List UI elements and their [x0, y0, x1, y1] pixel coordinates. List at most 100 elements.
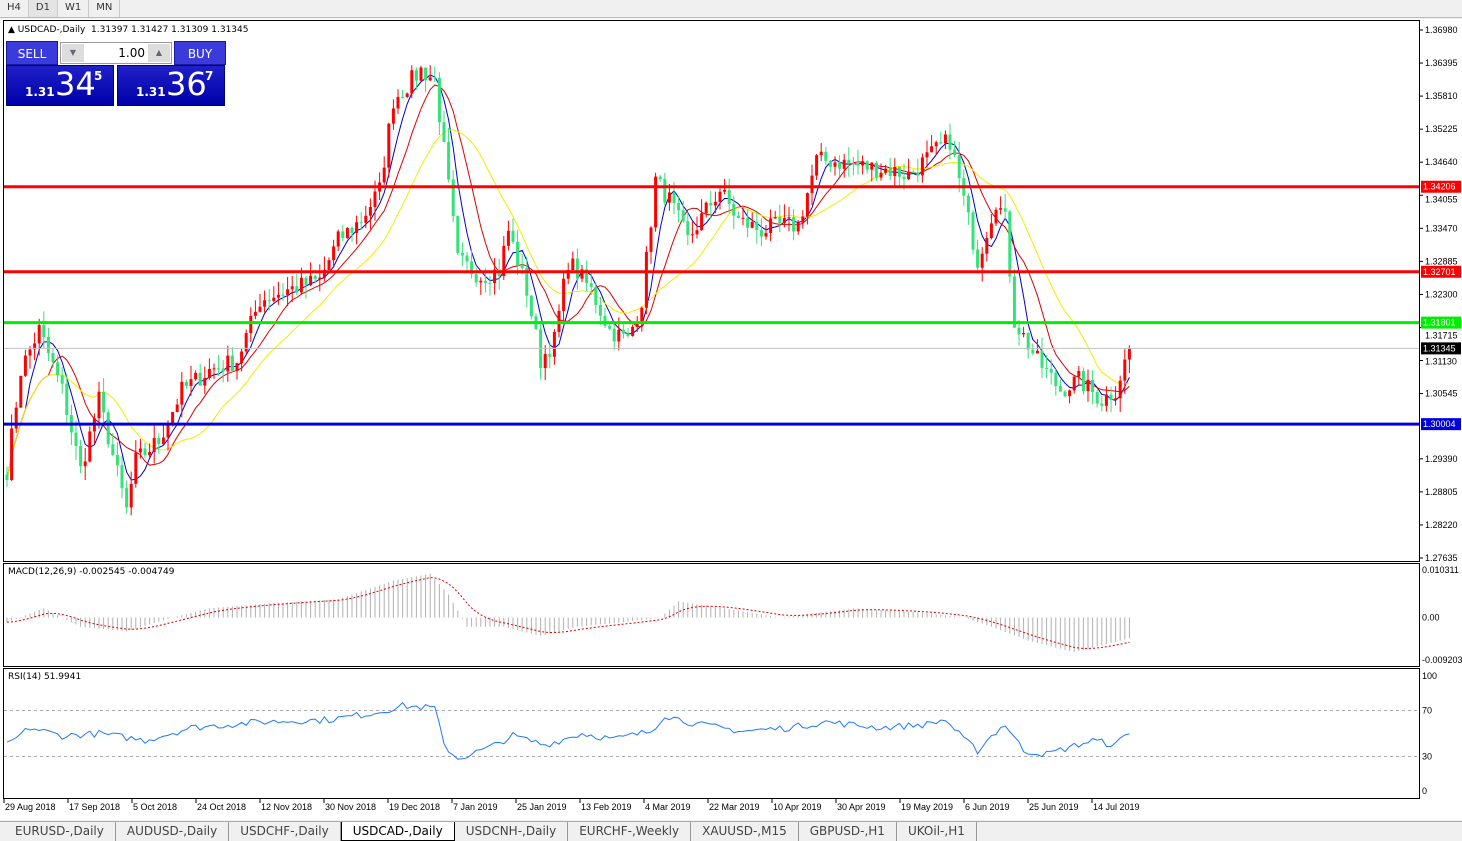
candle-body: [603, 315, 607, 326]
chart-tab[interactable]: EURCHF-,Weekly: [568, 822, 692, 841]
candle: [212, 363, 216, 380]
symbol-label: USDCAD-,Daily: [17, 25, 86, 35]
candle-body: [1040, 350, 1044, 368]
candle: [907, 158, 911, 181]
candle: [249, 307, 253, 342]
candle: [313, 274, 317, 283]
date-label: 19 May 2019: [901, 802, 953, 812]
candle: [543, 345, 547, 381]
timeframe-mn[interactable]: MN: [89, 0, 121, 17]
sell-price-pips: 34: [55, 65, 96, 103]
chart-tab[interactable]: AUDUSD-,Daily: [116, 822, 230, 841]
candle-body: [451, 179, 455, 217]
candle-body: [60, 375, 64, 384]
candle-body: [391, 108, 395, 124]
candle-body: [907, 172, 911, 180]
chart-tab[interactable]: USDCNH-,Daily: [455, 822, 569, 841]
candle-body: [727, 189, 731, 204]
candle: [773, 210, 777, 219]
candle: [322, 256, 326, 282]
chart-tab[interactable]: UKOil-,H1: [897, 822, 977, 841]
date-label: 22 Mar 2019: [709, 802, 760, 812]
candle: [226, 345, 230, 382]
moving-average-5: [6, 74, 1130, 481]
rsi-pane: [3, 668, 1420, 799]
candle-body: [355, 222, 359, 233]
date-label: 25 Jun 2019: [1029, 802, 1079, 812]
candle: [60, 367, 64, 394]
candle-body: [695, 230, 699, 235]
date-label: 19 Dec 2018: [389, 802, 440, 812]
candle: [341, 224, 345, 242]
date-label: 5 Oct 2018: [133, 802, 177, 812]
chart-tab[interactable]: USDCAD-,Daily: [340, 822, 455, 841]
sell-price[interactable]: 1.31 34 5: [6, 65, 114, 106]
rsi-axis-label: 30: [1422, 752, 1432, 762]
candle: [847, 147, 851, 177]
chart-window[interactable]: 1.36980 1.36395 1.35810 1.35225 1.34640 1.340…: [0, 19, 1462, 820]
candle-body: [847, 159, 851, 164]
candle: [612, 324, 616, 351]
timeframe-w1[interactable]: W1: [58, 0, 90, 17]
candle-body: [382, 167, 386, 183]
price-tick-label: 1.31715: [1425, 331, 1458, 341]
candle: [792, 209, 796, 241]
candle: [644, 246, 648, 315]
candle-body: [19, 375, 23, 408]
price-chart[interactable]: 1.36980 1.36395 1.35810 1.35225 1.34640 1.340…: [0, 19, 1462, 820]
chart-tab[interactable]: EURUSD-,Daily: [4, 822, 116, 841]
lot-value: 1.00: [118, 46, 145, 60]
candle-body: [414, 70, 418, 81]
candle: [65, 374, 69, 425]
sell-button[interactable]: SELL: [6, 41, 58, 65]
candle: [1109, 386, 1113, 413]
candle: [111, 432, 115, 457]
candle: [106, 409, 110, 448]
lot-size-input[interactable]: ▼ 1.00 ▲: [60, 42, 172, 64]
candle-body: [14, 407, 18, 429]
candle-body: [1077, 370, 1081, 377]
current-price-label: 1.31345: [1423, 343, 1456, 353]
candle-body: [943, 134, 947, 144]
candle-body: [1095, 391, 1099, 404]
lot-decrease-icon[interactable]: ▼: [62, 44, 84, 62]
candle: [856, 149, 860, 175]
candle: [382, 156, 386, 185]
candle-body: [345, 227, 349, 239]
candle: [529, 295, 533, 320]
candle: [782, 204, 786, 228]
candle-body: [631, 326, 635, 336]
timeframe-h4[interactable]: H4: [0, 0, 29, 17]
chart-tab[interactable]: USDCHF-,Daily: [229, 822, 341, 841]
level-price-tag: [1421, 316, 1461, 329]
candle: [240, 348, 244, 372]
rsi-line: [6, 701, 1130, 760]
candle-body: [566, 269, 570, 279]
candle-body: [773, 216, 777, 219]
candle-body: [180, 381, 184, 405]
buy-price[interactable]: 1.31 36 7: [117, 65, 225, 106]
price-tick-label: 1.28220: [1425, 520, 1458, 530]
lot-increase-icon[interactable]: ▲: [148, 44, 170, 62]
buy-button[interactable]: BUY: [174, 41, 226, 65]
sell-price-fraction: 5: [94, 69, 103, 83]
candle: [175, 398, 179, 413]
candle-body: [327, 260, 331, 270]
candle-body: [129, 483, 133, 508]
macd-pane: [3, 563, 1420, 667]
chart-tab[interactable]: XAUUSD-,M15: [691, 822, 799, 841]
candle-body: [626, 333, 630, 336]
candle-body: [888, 168, 892, 176]
candle: [920, 153, 924, 183]
candle-body: [1049, 368, 1053, 373]
candle-body: [309, 275, 313, 286]
candle: [1091, 370, 1095, 405]
candle: [879, 163, 883, 181]
timeframe-d1[interactable]: D1: [28, 0, 58, 17]
candle: [1045, 355, 1049, 379]
candle-body: [1114, 398, 1118, 400]
candle: [805, 192, 809, 225]
chart-tab[interactable]: GBPUSD-,H1: [799, 822, 897, 841]
candle-body: [663, 179, 667, 203]
candle: [97, 381, 101, 429]
